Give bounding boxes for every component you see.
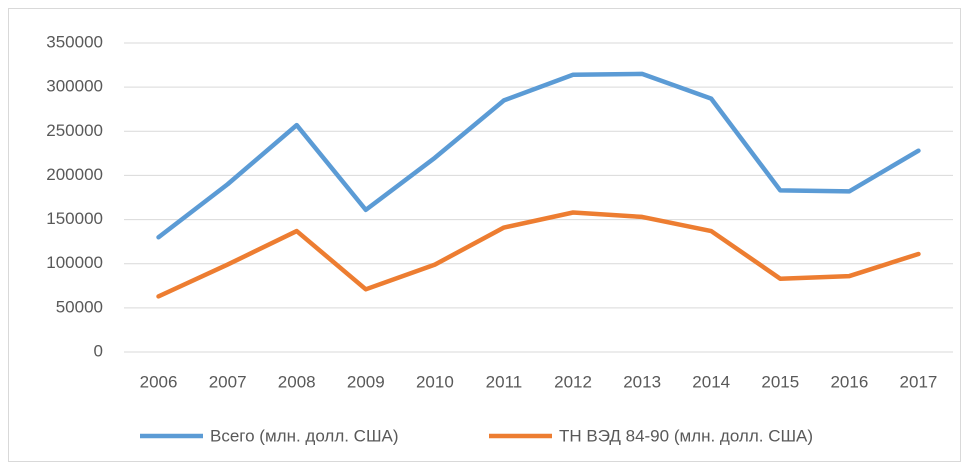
x-tick-label: 2016: [830, 372, 868, 391]
x-tick-label: 2008: [278, 372, 316, 391]
series-line: [156, 71, 921, 240]
legend-label: ТН ВЭД 84-90 (млн. долл. США): [559, 426, 813, 445]
x-tick-label: 2007: [209, 372, 247, 391]
x-tick-label: 2015: [761, 372, 799, 391]
y-tick-label: 50000: [56, 297, 103, 316]
x-tick-label: 2013: [623, 372, 661, 391]
y-tick-label: 150000: [46, 209, 103, 228]
y-tick-label: 250000: [46, 121, 103, 140]
x-tick-label: 2010: [416, 372, 454, 391]
series-line: [156, 210, 921, 299]
y-tick-label: 200000: [46, 165, 103, 184]
y-tick-label: 100000: [46, 253, 103, 272]
x-tick-label: 2017: [900, 372, 938, 391]
legend-label: Всего (млн. долл. США): [210, 426, 399, 445]
x-tick-label: 2011: [486, 372, 523, 391]
chart-border: [8, 8, 961, 462]
y-tick-label: 350000: [46, 32, 103, 51]
x-tick-label: 2006: [140, 372, 178, 391]
x-tick-label: 2009: [347, 372, 385, 391]
y-tick-label: 0: [94, 341, 103, 360]
x-tick-label: 2012: [554, 372, 592, 391]
x-tick-label: 2014: [692, 372, 730, 391]
y-tick-label: 300000: [46, 77, 103, 96]
